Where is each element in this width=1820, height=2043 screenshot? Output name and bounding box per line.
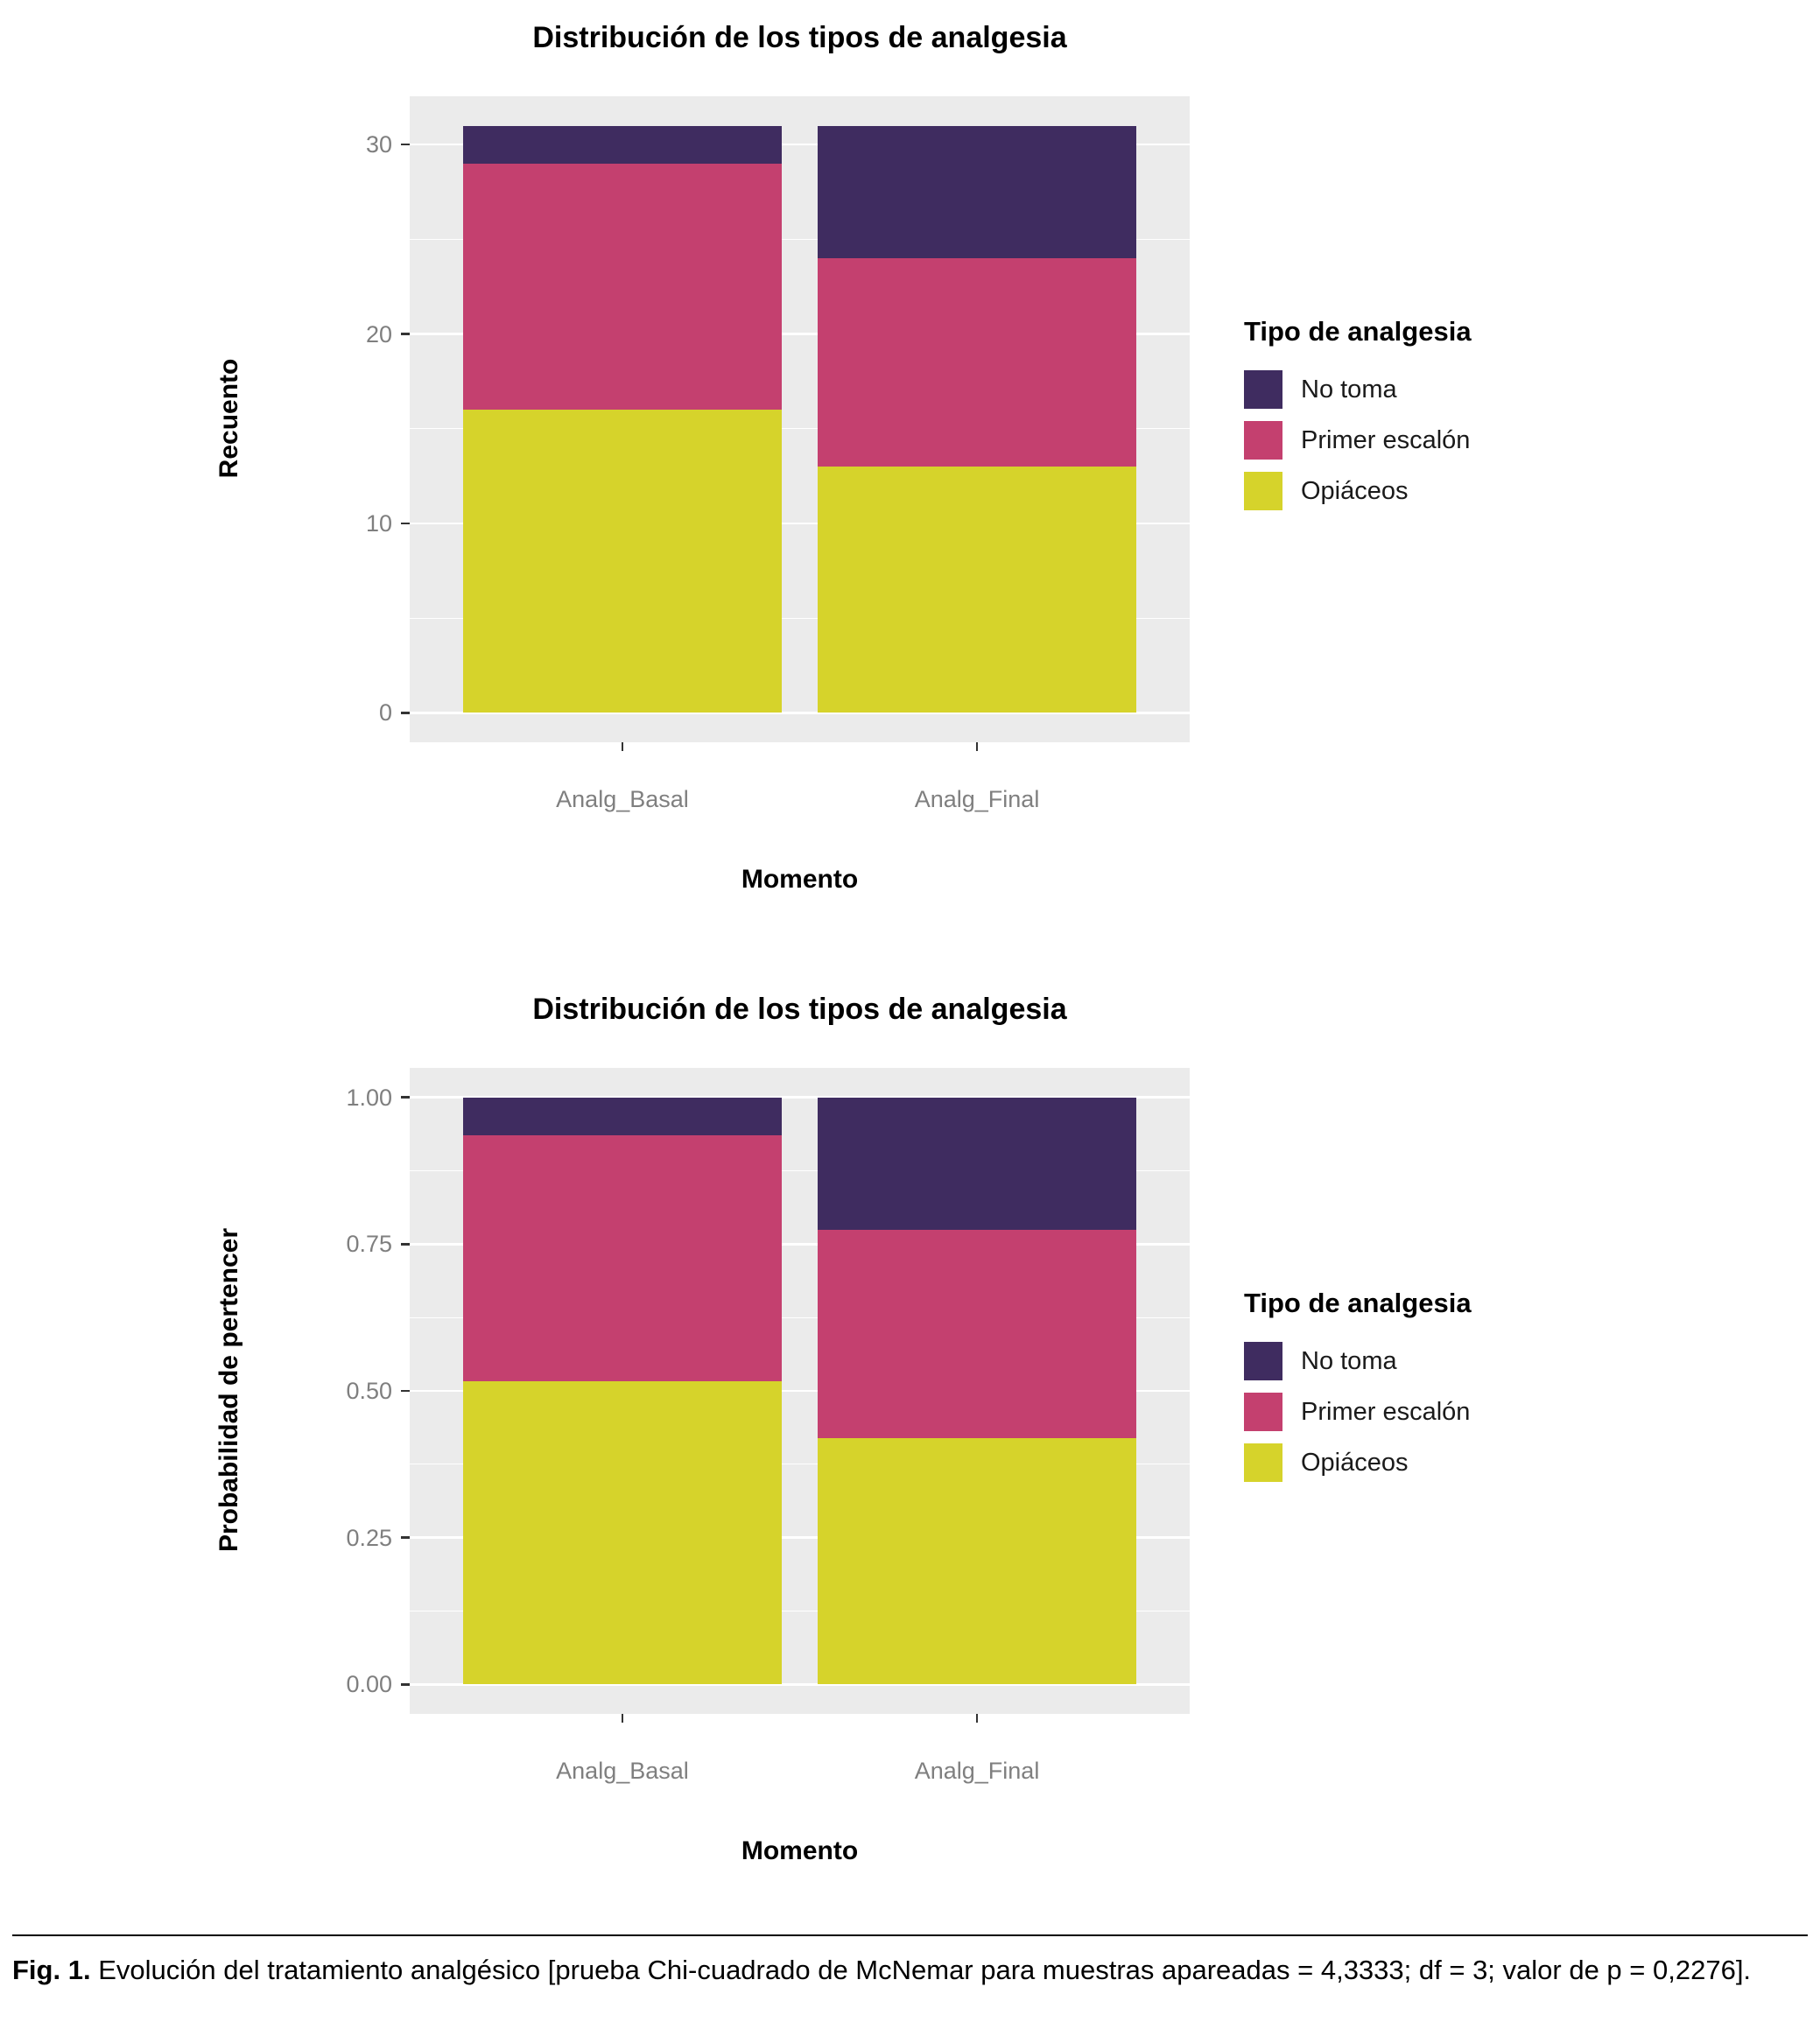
legend-item-label: No toma xyxy=(1301,375,1397,404)
gridline-minor xyxy=(410,1316,1190,1318)
gridline-major xyxy=(410,1389,1190,1393)
y-tick-label: 0.00 xyxy=(346,1671,392,1698)
x-tick-label: Analg_Basal xyxy=(556,1758,689,1784)
gridline-major xyxy=(410,522,1190,525)
legend: Tipo de analgesia No toma Primer escalón Op… xyxy=(1244,316,1472,523)
y-axis-title: Recuento xyxy=(214,358,243,479)
gridline-major xyxy=(410,1683,1190,1686)
figure-caption: Fig. 1. Evolución del tratamiento analgé… xyxy=(12,1934,1808,1988)
x-tick-label: Analg_Final xyxy=(914,786,1040,812)
y-tick-mark xyxy=(401,712,410,714)
y-tick-label: 1.00 xyxy=(346,1084,392,1111)
x-tick-mark xyxy=(975,1714,979,1723)
legend-key-swatch xyxy=(1244,472,1282,510)
y-axis-title: Probabilidad de pertencer xyxy=(214,1227,243,1553)
bar-segment xyxy=(817,258,1137,467)
legend-item: Primer escalón xyxy=(1244,1393,1472,1431)
gridline-minor xyxy=(410,617,1190,619)
gridline-major xyxy=(410,1096,1190,1099)
y-tick-mark xyxy=(401,1389,410,1393)
bar-segment xyxy=(462,1097,783,1136)
x-axis-title: Momento xyxy=(741,865,859,894)
legend-item: Opiáceos xyxy=(1244,472,1472,510)
gridline-minor xyxy=(410,428,1190,430)
bar-segment xyxy=(462,1135,783,1382)
legend-key-swatch xyxy=(1244,1443,1282,1482)
legend-item-label: Primer escalón xyxy=(1301,1397,1471,1426)
bar-segment xyxy=(817,125,1137,259)
legend-key-swatch xyxy=(1244,370,1282,409)
x-tick-mark xyxy=(975,742,979,751)
chart-title: Distribución de los tipos de analgesia xyxy=(532,21,1067,54)
x-tick-mark xyxy=(621,742,624,751)
gridline-major xyxy=(410,1243,1190,1246)
y-tick-mark xyxy=(401,1096,410,1099)
bar-segment xyxy=(462,125,783,164)
gridline-minor xyxy=(410,1169,1190,1171)
y-tick-label: 0.50 xyxy=(346,1378,392,1404)
y-tick-mark xyxy=(401,1683,410,1686)
x-tick-label: Analg_Final xyxy=(914,1758,1040,1784)
legend-key-swatch xyxy=(1244,1393,1282,1431)
legend-title: Tipo de analgesia xyxy=(1244,316,1472,347)
legend-title: Tipo de analgesia xyxy=(1244,1288,1472,1318)
bar-segment xyxy=(817,467,1137,713)
legend-item: Opiáceos xyxy=(1244,1443,1472,1482)
legend-item-label: No toma xyxy=(1301,1346,1397,1375)
legend-item-label: Primer escalón xyxy=(1301,425,1471,454)
y-tick-mark xyxy=(401,333,410,335)
bar-segment xyxy=(817,1230,1137,1439)
caption-divider xyxy=(12,1934,1808,1936)
legend-item: No toma xyxy=(1244,370,1472,409)
gridline-major xyxy=(410,1536,1190,1539)
y-tick-mark xyxy=(401,143,410,146)
gridline-major xyxy=(410,333,1190,335)
caption-text: Evolución del tratamiento analgésico [pr… xyxy=(98,1955,1752,1985)
y-tick-label: 0 xyxy=(378,699,392,727)
y-tick-mark xyxy=(401,1243,410,1246)
chart-title: Distribución de los tipos de analgesia xyxy=(532,993,1067,1026)
legend-item-label: Opiáceos xyxy=(1301,1448,1409,1477)
gridline-major xyxy=(410,143,1190,146)
y-tick-mark xyxy=(401,522,410,525)
y-tick-label: 20 xyxy=(365,320,392,348)
legend-item: No toma xyxy=(1244,1342,1472,1380)
x-tick-label: Analg_Basal xyxy=(556,786,689,812)
figure-label: Fig. 1. xyxy=(12,1955,91,1985)
bar-segment xyxy=(817,1097,1137,1231)
bar-segment xyxy=(462,1381,783,1685)
legend-key-swatch xyxy=(1244,421,1282,460)
y-tick-label: 10 xyxy=(365,510,392,537)
caption-paragraph: Fig. 1. Evolución del tratamiento analgé… xyxy=(12,1952,1808,1988)
legend: Tipo de analgesia No toma Primer escalón Op… xyxy=(1244,1288,1472,1494)
chart-counts: Distribución de los tipos de analgesia 0 1… xyxy=(0,0,1820,928)
legend-item-label: Opiáceos xyxy=(1301,476,1409,505)
plot-panel xyxy=(410,96,1190,742)
legend-item: Primer escalón xyxy=(1244,421,1472,460)
y-tick-label: 0.25 xyxy=(346,1524,392,1551)
plot-panel xyxy=(410,1068,1190,1714)
y-tick-label: 0.75 xyxy=(346,1231,392,1258)
y-tick-label: 30 xyxy=(365,131,392,158)
y-tick-mark xyxy=(401,1536,410,1539)
gridline-minor xyxy=(410,238,1190,240)
bar-segment xyxy=(817,1438,1137,1685)
bar-segment xyxy=(462,410,783,713)
chart-proportions: Distribución de los tipos de analgesia 0.… xyxy=(0,972,1820,1899)
legend-key-swatch xyxy=(1244,1342,1282,1380)
x-axis-title: Momento xyxy=(741,1836,859,1865)
bar-segment xyxy=(462,163,783,411)
gridline-major xyxy=(410,712,1190,714)
x-tick-mark xyxy=(621,1714,624,1723)
